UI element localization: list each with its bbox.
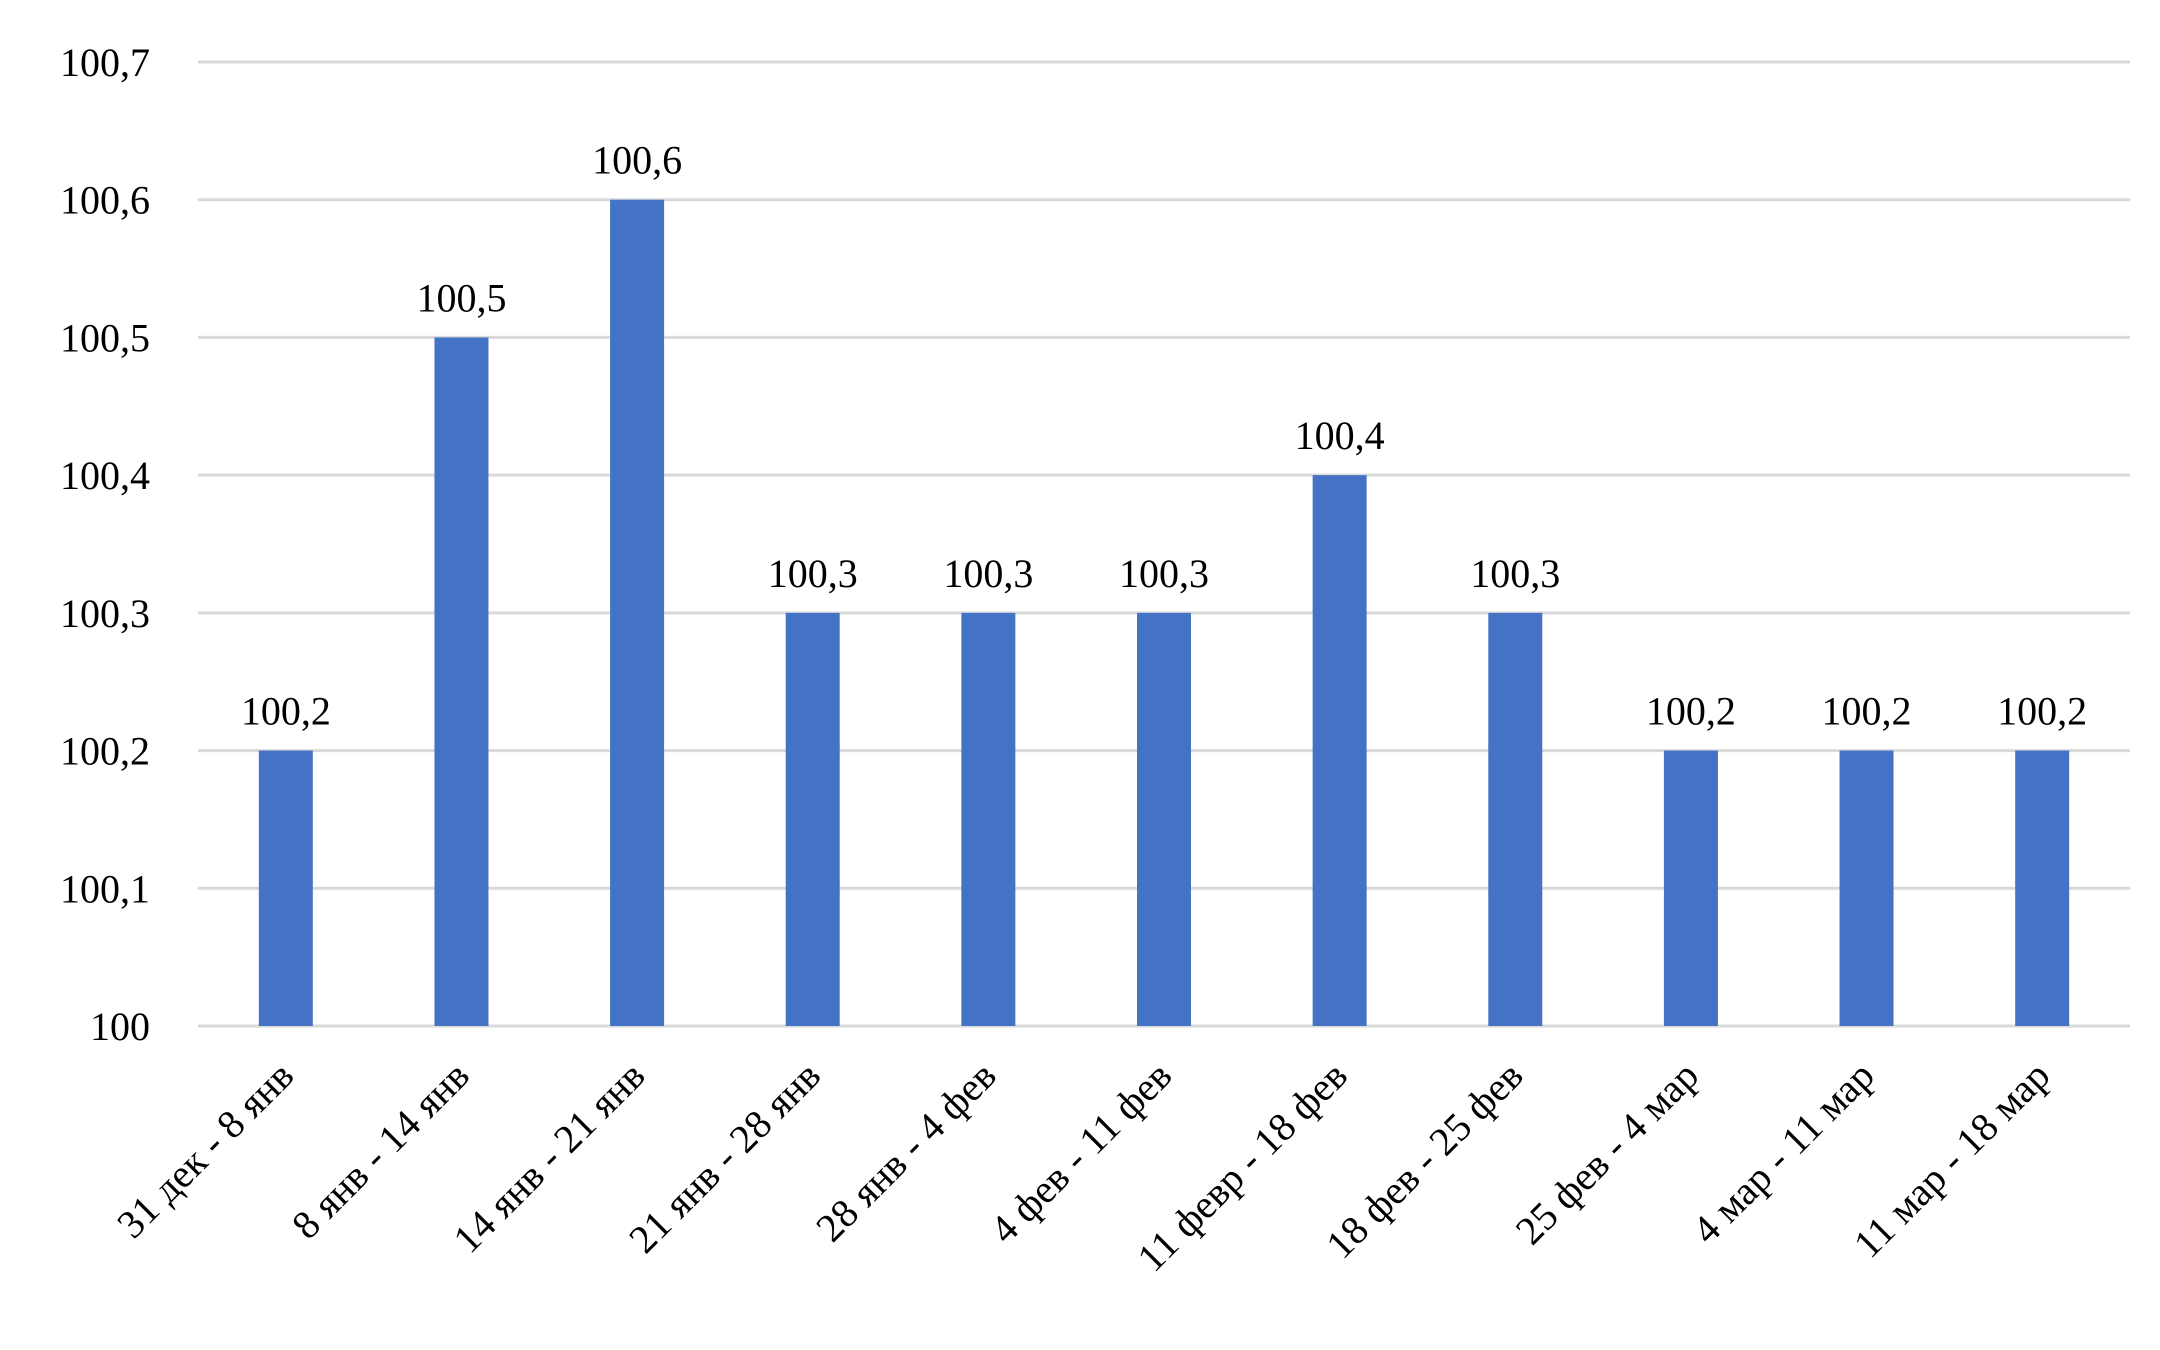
y-tick-label: 100,2 bbox=[60, 729, 150, 774]
y-tick-label: 100 bbox=[90, 1004, 150, 1049]
y-tick-label: 100,3 bbox=[60, 591, 150, 636]
bar bbox=[258, 750, 313, 1026]
y-tick-label: 100,4 bbox=[60, 453, 150, 498]
bar bbox=[2015, 750, 2070, 1026]
data-label: 100,2 bbox=[1997, 689, 2087, 734]
y-tick-label: 100,6 bbox=[60, 178, 150, 223]
data-label: 100,4 bbox=[1295, 413, 1385, 458]
bar bbox=[1839, 750, 1894, 1026]
x-category-label: 28 янв - 4 фев bbox=[807, 1053, 1005, 1251]
y-tick-label: 100,5 bbox=[60, 315, 150, 360]
data-label: 100,2 bbox=[241, 689, 331, 734]
bar bbox=[1488, 612, 1543, 1026]
bar bbox=[610, 199, 665, 1026]
data-label: 100,3 bbox=[1470, 551, 1560, 596]
data-labels: 100,2 100,5 100,6 100,3 100,3 100,3 100,4 100,3… bbox=[241, 138, 2087, 734]
bar bbox=[1663, 750, 1718, 1026]
data-label: 100,3 bbox=[943, 551, 1033, 596]
x-category-label: 31 дек - 8 янв bbox=[108, 1053, 302, 1247]
x-category-label: 8 янв - 14 янв bbox=[283, 1053, 478, 1248]
y-axis-tick-labels: 100 100,1 100,2 100,3 100,4 100,5 100,6 100,7 bbox=[60, 40, 150, 1049]
x-category-label: 4 фев - 11 фев bbox=[981, 1053, 1180, 1252]
y-tick-label: 100,7 bbox=[60, 40, 150, 85]
data-label: 100,3 bbox=[768, 551, 858, 596]
data-label: 100,5 bbox=[416, 275, 506, 320]
data-label: 100,3 bbox=[1119, 551, 1209, 596]
bar bbox=[1137, 612, 1191, 1026]
x-category-label: 25 фев - 4 мар bbox=[1507, 1053, 1708, 1254]
bar bbox=[1312, 475, 1367, 1027]
data-label: 100,2 bbox=[1646, 689, 1736, 734]
data-label: 100,2 bbox=[1822, 689, 1912, 734]
x-category-label: 4 мар - 11 мар bbox=[1683, 1053, 1883, 1253]
bar bbox=[434, 337, 489, 1026]
bar bbox=[961, 612, 1016, 1026]
bars bbox=[258, 199, 2070, 1027]
bar bbox=[785, 612, 840, 1026]
data-label: 100,6 bbox=[592, 138, 682, 183]
y-tick-label: 100,1 bbox=[60, 866, 150, 911]
